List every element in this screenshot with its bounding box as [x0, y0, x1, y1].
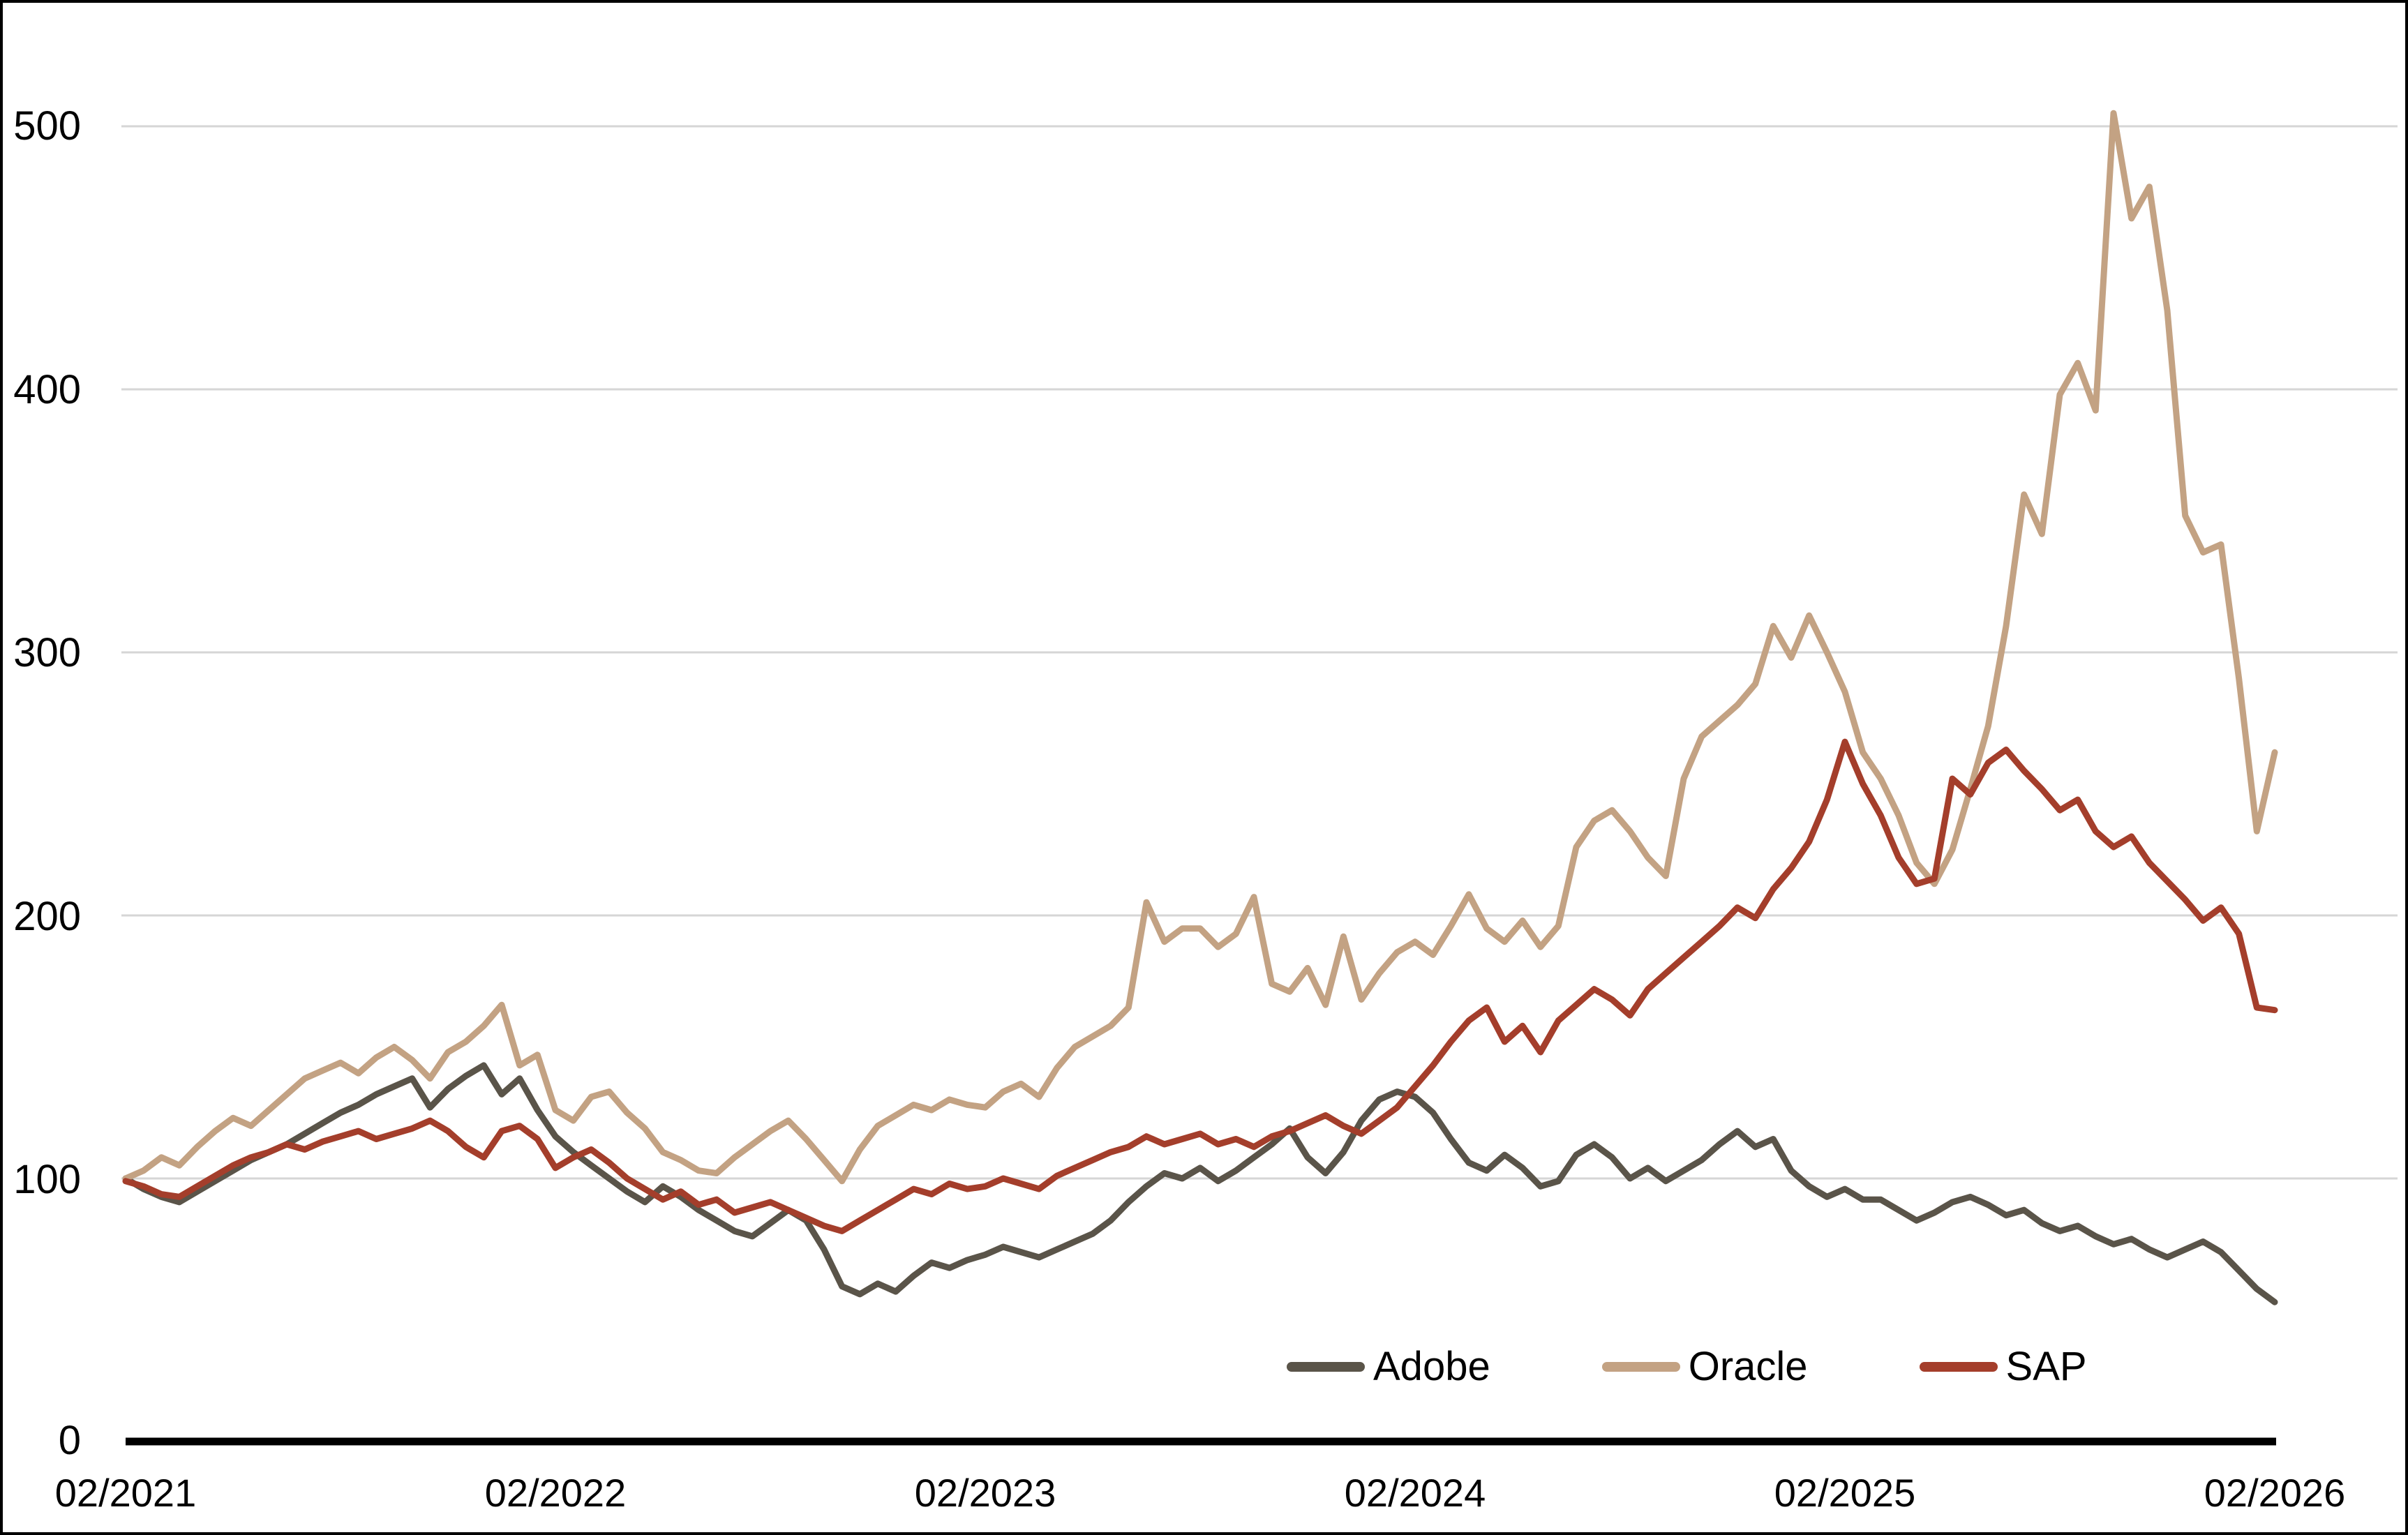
series-line-sap	[122, 738, 2278, 1234]
legend-item-adobe: Adobe	[1287, 1347, 1490, 1387]
oracle-line-swatch	[1601, 1362, 1680, 1372]
y-tick-0: 0	[58, 1418, 81, 1463]
y-tick-200: 200	[13, 894, 81, 939]
legend-item-sap: SAP	[1919, 1344, 2087, 1389]
x-tick-2025: 02/2025	[1774, 1471, 1916, 1515]
x-tick-2023: 02/2023	[914, 1471, 1056, 1515]
adobe-line-swatch	[1287, 1362, 1365, 1372]
legend-item-oracle: Oracle	[1601, 1344, 1808, 1389]
y-tick-100: 100	[13, 1157, 81, 1202]
sap-line-swatch	[1919, 1362, 1998, 1372]
line-chart-canvas	[121, 110, 2398, 1446]
x-tick-2026: 02/2026	[2204, 1471, 2346, 1515]
legend-label-oracle: Oracle	[1688, 1344, 1808, 1389]
y-tick-300: 300	[13, 630, 81, 675]
x-tick-2022: 02/2022	[484, 1471, 627, 1515]
series-line-oracle	[122, 110, 2278, 1185]
y-tick-500: 500	[13, 103, 81, 149]
legend-label-sap: SAP	[2005, 1344, 2087, 1389]
x-tick-2021: 02/2021	[54, 1471, 197, 1515]
x-tick-2024: 02/2024	[1344, 1471, 1486, 1515]
legend: Adobe Oracle SAP	[1287, 1347, 2087, 1387]
legend-label-adobe: Adobe	[1373, 1344, 1490, 1389]
y-tick-400: 400	[13, 367, 81, 412]
series-line-adobe	[122, 1062, 2278, 1305]
